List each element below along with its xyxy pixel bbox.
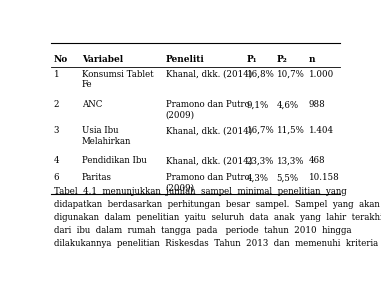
Text: dari  ibu  dalam  rumah  tangga  pada   periode  tahun  2010  hingga: dari ibu dalam rumah tangga pada periode…: [53, 226, 351, 235]
Text: Peneliti: Peneliti: [166, 55, 205, 64]
Text: 1: 1: [53, 70, 59, 79]
Text: 6: 6: [53, 173, 59, 182]
Text: 1.404: 1.404: [309, 126, 334, 135]
Text: 10.158: 10.158: [309, 173, 340, 182]
Text: n: n: [309, 55, 315, 64]
Text: Paritas: Paritas: [82, 173, 112, 182]
Text: 1.000: 1.000: [309, 70, 334, 79]
Text: 988: 988: [309, 100, 326, 109]
Text: 4,3%: 4,3%: [247, 173, 269, 182]
Text: 2: 2: [53, 100, 59, 109]
Text: 16,8%: 16,8%: [247, 70, 275, 79]
Text: Tabel  4.1  menunjukkan  jumlah  sampel  minimal  penelitian  yang: Tabel 4.1 menunjukkan jumlah sampel mini…: [53, 187, 346, 196]
Text: 13,3%: 13,3%: [277, 157, 304, 166]
Text: 3: 3: [53, 126, 59, 135]
Text: digunakan  dalam  penelitian  yaitu  seluruh  data  anak  yang  lahir  terakhir: digunakan dalam penelitian yaitu seluruh…: [53, 213, 381, 222]
Text: 4: 4: [53, 157, 59, 166]
Text: 10,7%: 10,7%: [277, 70, 304, 79]
Text: 16,7%: 16,7%: [247, 126, 275, 135]
Text: 5,5%: 5,5%: [277, 173, 299, 182]
Text: P₁: P₁: [247, 55, 258, 64]
Text: Khanal, dkk. (2014): Khanal, dkk. (2014): [166, 157, 252, 166]
Text: No: No: [53, 55, 68, 64]
Text: 468: 468: [309, 157, 326, 166]
Text: dilakukannya  penelitian  Riskesdas  Tahun  2013  dan  memenuhi  kriteria: dilakukannya penelitian Riskesdas Tahun …: [53, 239, 378, 248]
Text: Konsumsi Tablet
Fe: Konsumsi Tablet Fe: [82, 70, 153, 89]
Text: P₂: P₂: [277, 55, 287, 64]
Text: Khanal, dkk. (2014): Khanal, dkk. (2014): [166, 70, 252, 79]
Text: 23,3%: 23,3%: [247, 157, 274, 166]
Text: Pendidikan Ibu: Pendidikan Ibu: [82, 157, 146, 166]
Text: Pramono dan Putro
(2009): Pramono dan Putro (2009): [166, 100, 250, 120]
Text: ANC: ANC: [82, 100, 102, 109]
Text: 11,5%: 11,5%: [277, 126, 304, 135]
Text: didapatkan  berdasarkan  perhitungan  besar  sampel.  Sampel  yang  akan: didapatkan berdasarkan perhitungan besar…: [53, 200, 379, 209]
Text: Variabel: Variabel: [82, 55, 123, 64]
Text: 4,6%: 4,6%: [277, 100, 299, 109]
Text: Usia Ibu
Melahirkan: Usia Ibu Melahirkan: [82, 126, 131, 145]
Text: 9,1%: 9,1%: [247, 100, 269, 109]
Text: Pramono dan Putro
(2009): Pramono dan Putro (2009): [166, 173, 250, 193]
Text: Khanal, dkk. (2014): Khanal, dkk. (2014): [166, 126, 252, 135]
